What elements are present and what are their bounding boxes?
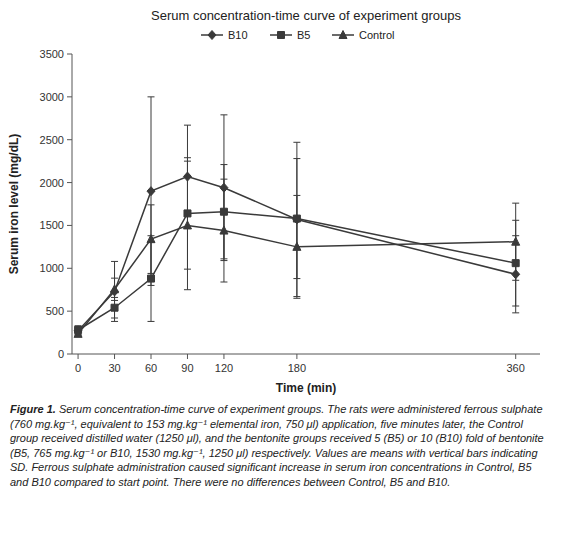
- legend-label: B10: [228, 29, 248, 41]
- point: [147, 235, 155, 243]
- y-tick-label: 1500: [40, 219, 64, 231]
- error-bar-cap: [111, 318, 118, 319]
- error-bar-cap: [148, 321, 155, 322]
- error-bar-cap: [148, 273, 155, 274]
- error-bar: [148, 97, 155, 286]
- error-bar-cap: [293, 195, 300, 196]
- error-bar-cap: [184, 161, 191, 162]
- point: [111, 285, 119, 293]
- error-bar-cap: [512, 280, 519, 281]
- x-axis-label: Time (min): [276, 381, 336, 395]
- y-tick-label: 0: [58, 348, 64, 360]
- legend-marker: [339, 31, 347, 39]
- error-bar-cap: [111, 278, 118, 279]
- x-tick-label: 0: [75, 362, 81, 374]
- legend-item: B10: [201, 29, 248, 41]
- y-tick: [67, 96, 72, 97]
- x-tick: [223, 354, 224, 359]
- error-bar-cap: [220, 179, 227, 180]
- legend-marker: [278, 32, 285, 39]
- point: [183, 221, 191, 229]
- plot-area: [74, 97, 520, 338]
- error-bar-cap: [293, 298, 300, 299]
- x-tick-label: 90: [181, 362, 193, 374]
- x-tick: [78, 354, 79, 359]
- title: Serum concentration-time curve of experi…: [151, 8, 461, 23]
- x-tick-label: 360: [507, 362, 525, 374]
- error-bar-cap: [512, 312, 519, 313]
- y-tick: [67, 268, 72, 269]
- error-bar-cap: [512, 203, 519, 204]
- error-bar: [111, 278, 118, 300]
- axes: 0 500 1000 1500 2000 2500 3000 3500 0 30 60 90 120 18…: [40, 48, 540, 374]
- y-tick-label: 2000: [40, 177, 64, 189]
- error-bar: [220, 179, 227, 282]
- series: [74, 161, 520, 337]
- x-tick: [296, 354, 297, 359]
- chart: Serum concentration-time curve of experi…: [0, 0, 562, 400]
- caption-text: Serum concentration-time curve of experi…: [10, 403, 544, 488]
- point: [147, 187, 155, 196]
- error-bar-cap: [220, 282, 227, 283]
- legend-marker: [208, 31, 216, 40]
- x-tick: [515, 354, 516, 359]
- legend-label: Control: [359, 29, 394, 41]
- series: [75, 158, 520, 335]
- error-bar-cap: [220, 164, 227, 165]
- y-axis-line: [72, 54, 73, 354]
- x-tick: [187, 354, 188, 359]
- error-bar-cap: [148, 96, 155, 97]
- legend-item: B5: [270, 29, 310, 41]
- error-bar-cap: [512, 306, 519, 307]
- legend: B10 B5 Control: [201, 29, 394, 41]
- point: [74, 329, 82, 337]
- y-tick: [67, 311, 72, 312]
- error-bar-cap: [184, 157, 191, 158]
- x-axis-line: [72, 354, 540, 355]
- legend-label: B5: [297, 29, 310, 41]
- error-bar-cap: [293, 142, 300, 143]
- error-bar-cap: [184, 125, 191, 126]
- y-tick-label: 3000: [40, 91, 64, 103]
- point: [293, 242, 301, 250]
- error-bar-cap: [111, 321, 118, 322]
- caption: Figure 1. Serum concentration-time curve…: [10, 402, 552, 489]
- y-tick: [67, 225, 72, 226]
- x-tick-label: 60: [145, 362, 157, 374]
- error-bar: [111, 261, 118, 321]
- y-tick-label: 1000: [40, 262, 64, 274]
- caption-bold: Figure 1.: [10, 403, 56, 415]
- error-bar: [148, 205, 155, 274]
- y-axis-label: Serum iron level (mg/dL): [7, 134, 21, 275]
- x-tick: [114, 354, 115, 359]
- point: [148, 275, 155, 282]
- point: [111, 304, 118, 311]
- error-bar: [512, 203, 519, 280]
- x-tick-label: 180: [288, 362, 306, 374]
- y-tick-label: 2500: [40, 134, 64, 146]
- x-tick-label: 30: [108, 362, 120, 374]
- error-bar-cap: [148, 204, 155, 205]
- error-bar-cap: [293, 158, 300, 159]
- y-tick-label: 3500: [40, 48, 64, 60]
- error-bar-cap: [220, 114, 227, 115]
- y-tick: [67, 139, 72, 140]
- error-bar: [184, 161, 191, 290]
- y-tick: [67, 182, 72, 183]
- y-tick: [67, 54, 72, 55]
- series: [74, 97, 520, 336]
- error-bar: [293, 195, 300, 298]
- x-tick: [151, 354, 152, 359]
- y-tick: [67, 354, 72, 355]
- y-tick-label: 500: [46, 305, 64, 317]
- error-bar: [111, 297, 118, 318]
- point: [220, 226, 228, 234]
- point: [512, 237, 520, 245]
- legend-item: Control: [332, 29, 394, 41]
- error-bar-cap: [111, 300, 118, 301]
- series-line: [78, 177, 516, 331]
- error-bar-cap: [184, 289, 191, 290]
- error-bar-cap: [111, 261, 118, 262]
- x-tick-label: 120: [215, 362, 233, 374]
